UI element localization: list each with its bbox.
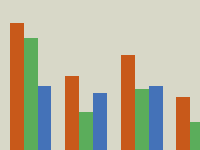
Bar	[38, 86, 51, 150]
Bar	[190, 122, 200, 150]
Bar	[10, 23, 24, 150]
Bar	[93, 93, 107, 150]
Bar	[135, 89, 149, 150]
Bar	[65, 76, 79, 150]
Bar	[79, 112, 93, 150]
Bar	[149, 86, 162, 150]
Bar	[176, 97, 190, 150]
Bar	[24, 38, 38, 150]
Bar	[121, 55, 135, 150]
